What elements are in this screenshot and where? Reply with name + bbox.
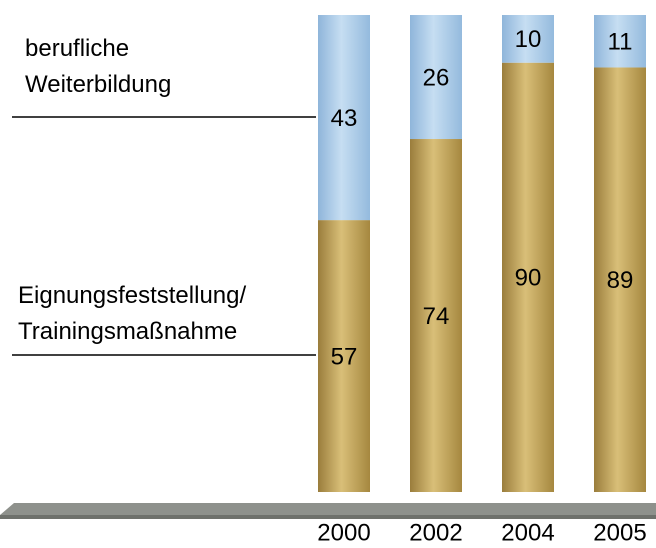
bar-segment xyxy=(318,220,370,493)
floor-edge xyxy=(0,515,656,519)
bar-segment xyxy=(502,62,554,492)
x-tick-label: 2002 xyxy=(409,519,462,546)
legend-label: berufliche Weiterbildung xyxy=(25,35,171,98)
legend-label: Eignungsfeststellung/Trainingsmaßnahme xyxy=(18,282,246,345)
value-label: 89 xyxy=(607,267,634,294)
x-tick-label: 2004 xyxy=(501,519,554,546)
value-label: 57 xyxy=(331,343,358,370)
bar-segment xyxy=(318,15,370,221)
bar-segment xyxy=(410,139,462,492)
value-label: 43 xyxy=(331,105,358,132)
floor xyxy=(0,503,656,515)
bar-segment xyxy=(410,15,462,140)
value-label: 26 xyxy=(423,64,450,91)
legend-line: berufliche xyxy=(25,35,129,62)
legend-line: Trainingsmaßnahme xyxy=(18,318,237,345)
legend-line: Eignungsfeststellung/ xyxy=(18,282,246,309)
x-tick-label: 2000 xyxy=(317,519,370,546)
value-label: 10 xyxy=(515,26,542,53)
value-label: 74 xyxy=(423,303,450,330)
value-label: 90 xyxy=(515,265,542,292)
bar-segment xyxy=(594,15,646,68)
value-label: 11 xyxy=(608,29,633,56)
bar-segment xyxy=(594,67,646,492)
bar-segment xyxy=(502,15,554,63)
legend-line: Weiterbildung xyxy=(25,71,171,98)
x-tick-label: 2005 xyxy=(593,519,646,546)
